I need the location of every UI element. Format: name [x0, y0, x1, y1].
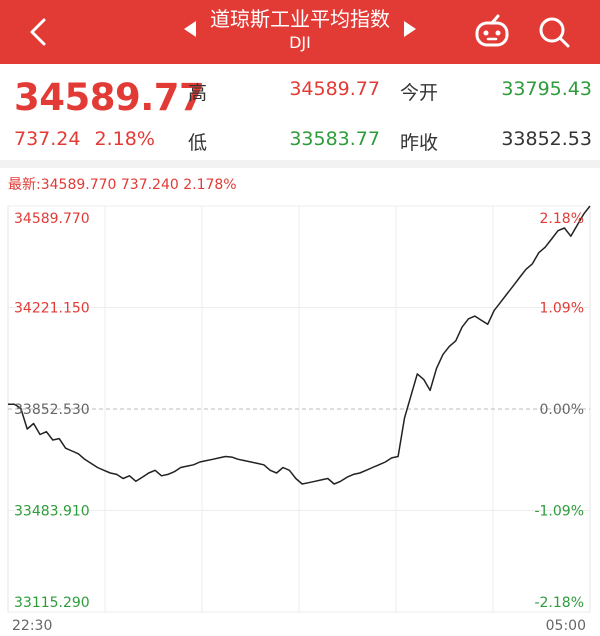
- x-tick-label: 22:30: [12, 618, 52, 634]
- pct-tick-label: -2.18%: [534, 595, 584, 611]
- low-label: 低: [188, 132, 208, 154]
- price-change: 737.24 2.18%: [14, 128, 155, 150]
- latest-readout: 最新:34589.770 737.240 2.178%: [8, 177, 237, 193]
- back-arrow-icon[interactable]: [22, 12, 58, 52]
- chart-labels: 34589.770 2.18% 34221.150 1.09% 33852.530 0.0…: [12, 211, 586, 634]
- prev-close-label: 昨收: [400, 132, 439, 154]
- intraday-chart[interactable]: 34589.770 2.18% 34221.150 1.09% 33852.530 0.0…: [0, 192, 600, 636]
- title-block: 道琼斯工业平均指数 DJI: [180, 4, 420, 60]
- high-label: 高: [188, 82, 208, 104]
- pct-tick-label: -1.09%: [534, 504, 584, 520]
- price-line: [8, 205, 591, 485]
- prev-close-value: 33852.53: [501, 128, 592, 150]
- pct-tick-label: 1.09%: [540, 301, 584, 317]
- open-value: 33795.43: [501, 78, 592, 100]
- y-tick-label: 33852.530: [14, 402, 90, 418]
- y-tick-label: 33483.910: [14, 504, 90, 520]
- next-triangle-icon[interactable]: [400, 18, 420, 40]
- y-tick-label: 34221.150: [14, 301, 90, 317]
- y-tick-label: 34589.770: [14, 211, 90, 227]
- index-code: DJI: [289, 33, 311, 52]
- pct-tick-label: 2.18%: [540, 211, 584, 227]
- low-value: 33583.77: [289, 128, 380, 150]
- open-label: 今开: [400, 82, 439, 104]
- app-header: 道琼斯工业平均指数 DJI: [0, 0, 600, 64]
- chart-series: [8, 205, 591, 485]
- quote-summary: 34589.77 737.24 2.18% 高 34589.77 低 33583…: [0, 64, 600, 160]
- y-tick-label: 33115.290: [14, 595, 90, 611]
- pct-tick-label: 0.00%: [540, 402, 584, 418]
- robot-icon[interactable]: [472, 14, 512, 50]
- section-divider: [0, 160, 600, 168]
- chart-grid: [7, 205, 591, 613]
- page-title: 道琼斯工业平均指数: [210, 7, 390, 31]
- change-value: 737.24: [14, 128, 81, 150]
- search-icon[interactable]: [534, 12, 574, 52]
- last-price: 34589.77: [14, 76, 205, 119]
- prev-triangle-icon[interactable]: [180, 18, 200, 40]
- change-percent: 2.18%: [94, 128, 155, 150]
- high-value: 34589.77: [289, 78, 380, 100]
- x-tick-label: 05:00: [546, 618, 586, 634]
